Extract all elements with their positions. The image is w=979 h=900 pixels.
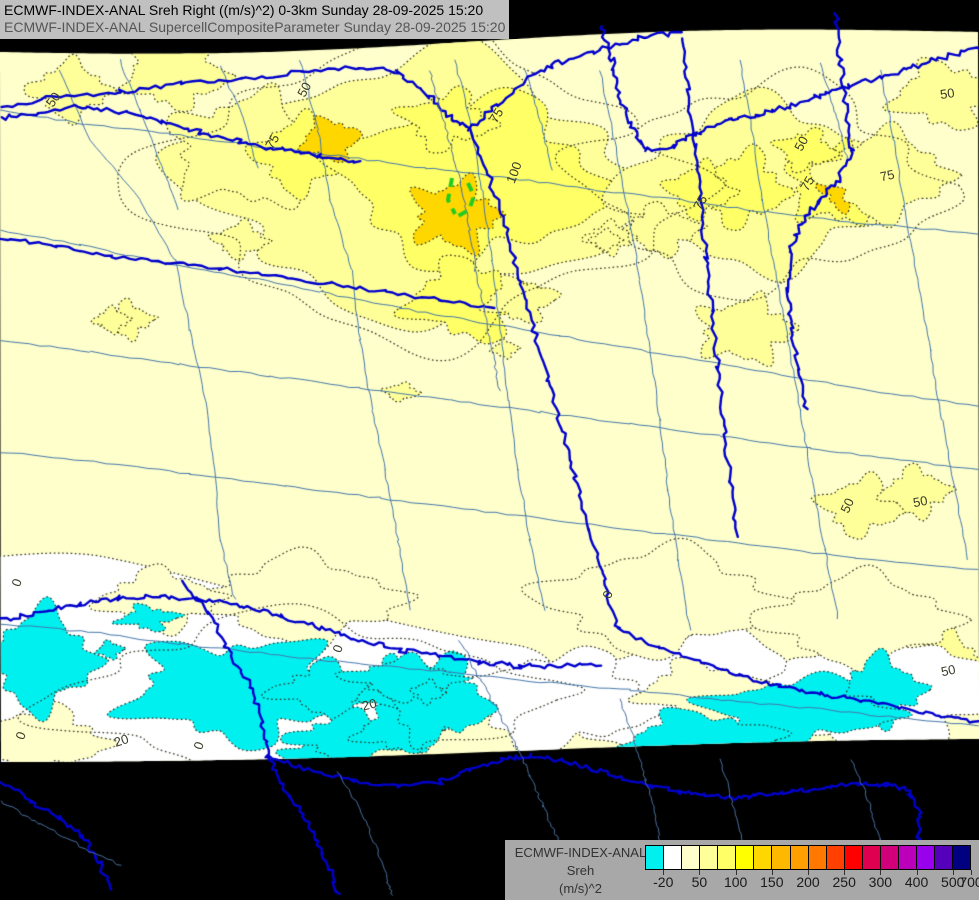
colorbar-tick-label-100: 100 — [723, 874, 748, 890]
colorbar-tick-100 — [735, 870, 737, 875]
colorbar-swatch-6 — [754, 846, 773, 869]
colorbar-tick-700 — [971, 870, 972, 875]
colorbar-tick-label-200: 200 — [796, 874, 820, 890]
colorbar-tick-300 — [880, 870, 882, 875]
legend-units-label: (m/s)^2 — [559, 881, 602, 896]
colorbar-swatch-12 — [862, 846, 881, 869]
colorbar-tick-label-500: 500 — [941, 874, 965, 890]
colorbar-swatch-8 — [790, 846, 809, 869]
colorbar-tick-150 — [771, 870, 773, 875]
header-title-sreh: ECMWF-INDEX-ANAL Sreh Right ((m/s)^2) 0-… — [4, 2, 484, 18]
colorbar-tick-50 — [699, 870, 701, 875]
colorbar-swatch-10 — [826, 846, 845, 869]
legend-model-label: ECMWF-INDEX-ANAL — [514, 845, 647, 860]
colorbar-swatch-14 — [898, 846, 917, 869]
colorbar-swatch-16 — [935, 846, 954, 869]
colorbar-tick-label-400: 400 — [904, 874, 929, 890]
colorbar-tick-labels: -20 50 100 150 200 250 300 400 500 700 — [645, 874, 979, 894]
colorbar-swatch-5 — [736, 846, 755, 869]
colorbar-swatch-3 — [700, 846, 719, 869]
header-title-scp: ECMWF-INDEX-ANAL SupercellCompositeParam… — [4, 19, 506, 35]
colorbar-tick-label-250: 250 — [832, 874, 856, 890]
colorbar-tick-500 — [952, 870, 954, 875]
map-header-box: ECMWF-INDEX-ANAL Sreh Right ((m/s)^2) 0-… — [0, 0, 510, 39]
colorbar-tick-label-50: 50 — [691, 874, 708, 890]
colorbar[interactable] — [645, 845, 971, 870]
colorbar-swatch-7 — [772, 846, 791, 869]
colorbar-swatch-4 — [718, 846, 737, 869]
colorbar-swatch-2 — [682, 846, 701, 869]
colorbar-swatch-1 — [664, 846, 683, 869]
colorbar-swatch-11 — [844, 846, 863, 869]
colorbar-tick-label--20: -20 — [653, 874, 674, 890]
colorbar-swatch-15 — [916, 846, 935, 869]
colorbar-tick-200 — [808, 870, 809, 875]
colorbar-tick-label-300: 300 — [868, 874, 893, 890]
colorbar-tick-label-150: 150 — [760, 874, 784, 890]
legend-caption: ECMWF-INDEX-ANAL Sreh (m/s)^2 — [513, 844, 648, 898]
colorbar-tick-250 — [844, 870, 846, 875]
colorbar-swatch-9 — [808, 846, 827, 869]
legend-field-label: Sreh — [566, 863, 595, 878]
colorbar-swatch-17 — [953, 846, 971, 869]
colorbar-tick-label-700: 700 — [959, 874, 979, 890]
colorbar-swatch-0 — [646, 846, 665, 869]
legend-panel: ECMWF-INDEX-ANAL Sreh (m/s)^2 -20 50 100 15… — [505, 840, 979, 900]
colorbar-tick-400 — [916, 870, 918, 875]
colorbar-swatch-13 — [880, 846, 899, 869]
colorbar-tick--20 — [663, 870, 665, 875]
colorbar-tick-row — [645, 870, 972, 876]
